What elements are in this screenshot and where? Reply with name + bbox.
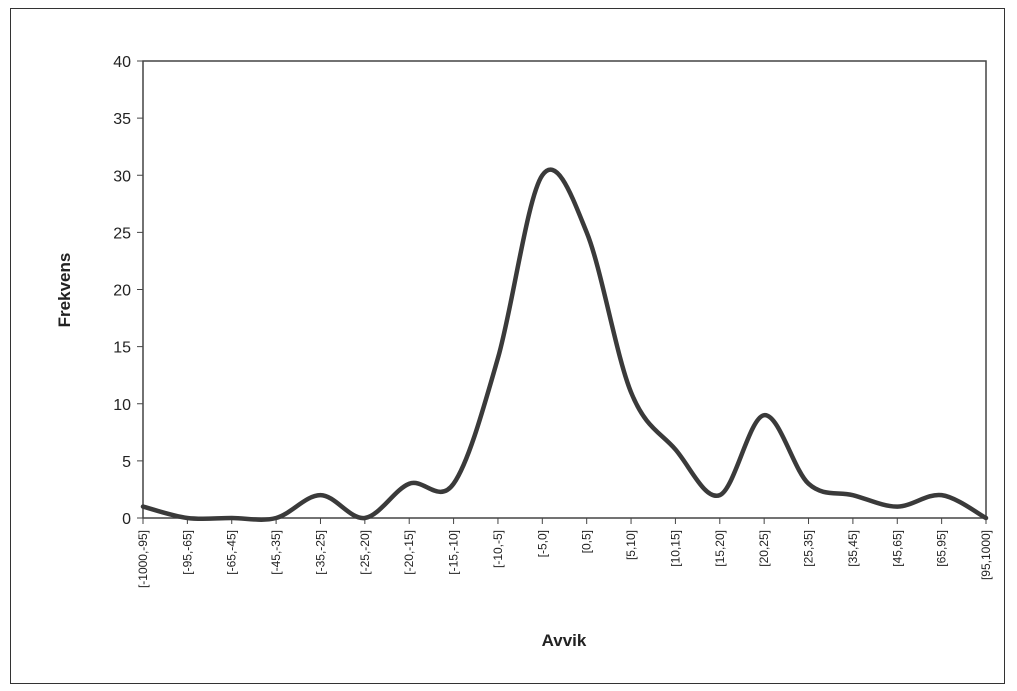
x-tick-label: [65,95] <box>935 530 949 567</box>
x-tick-label: [-10,-5] <box>491 530 505 568</box>
y-axis-title: Frekvens <box>55 253 74 328</box>
x-tick-label: [-35,-25] <box>313 530 327 575</box>
y-tick-label: 25 <box>113 225 131 242</box>
y-tick-label: 20 <box>113 283 131 300</box>
x-tick-label: [45,65] <box>890 530 904 567</box>
y-tick-label: 10 <box>113 397 131 414</box>
x-tick-label: [-45,-35] <box>269 530 283 575</box>
y-tick-label: 40 <box>113 54 131 71</box>
x-tick-label: [0,5] <box>580 530 594 553</box>
x-tick-label: [20,25] <box>757 530 771 567</box>
x-tick-label: [25,35] <box>802 530 816 567</box>
y-tick-label: 30 <box>113 168 131 185</box>
chart-frame <box>10 8 1005 684</box>
x-tick-label: [15,20] <box>713 530 727 567</box>
y-tick-label: 0 <box>122 511 131 528</box>
x-tick-label: [-15,-10] <box>447 530 461 575</box>
x-tick-label: [5,10] <box>624 530 638 560</box>
x-axis-title: Avvik <box>542 631 587 650</box>
x-tick-label: [-65,-45] <box>225 530 239 575</box>
plot-area <box>142 60 987 519</box>
series-line <box>140 167 989 522</box>
y-tick-label: 5 <box>122 454 131 471</box>
x-tick-label: [-25,-20] <box>358 530 372 575</box>
x-axis-ticks: [-1000,-95] [-95,-65] [-65,-45] [-45,-35] [-… <box>136 518 993 588</box>
x-tick-label: [10,15] <box>668 530 682 567</box>
y-tick-label: 15 <box>113 340 131 357</box>
x-tick-label: [35,45] <box>846 530 860 567</box>
y-axis-ticks: 0 5 10 15 20 25 30 35 40 <box>113 54 143 528</box>
y-tick-label: 35 <box>113 111 131 128</box>
x-tick-label: [-1000,-95] <box>136 530 150 588</box>
x-tick-label: [95,1000] <box>979 530 993 580</box>
x-tick-label: [-5,0] <box>535 530 549 557</box>
x-tick-label: [-95,-65] <box>180 530 194 575</box>
x-tick-label: [-20,-15] <box>402 530 416 575</box>
